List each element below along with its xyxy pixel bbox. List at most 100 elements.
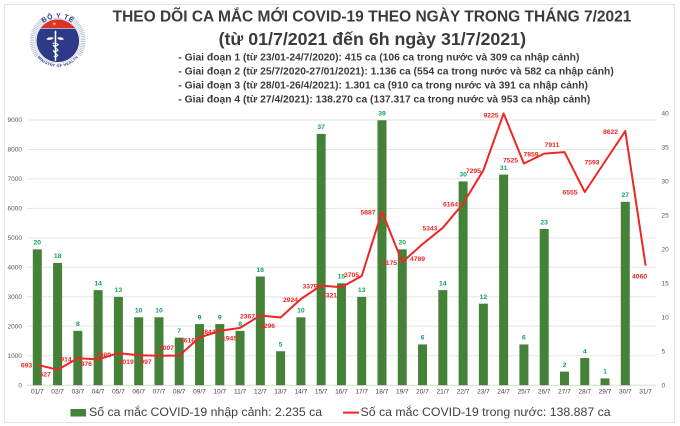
svg-text:12/7: 12/7 — [254, 389, 267, 396]
svg-text:- Giai đoạn 3 (từ 28/01-26/4/2: - Giai đoạn 3 (từ 28/01-26/4/2021): 1.30… — [178, 81, 588, 92]
svg-text:1: 1 — [603, 369, 607, 376]
svg-text:BỘ Y TẾ: BỘ Y TẾ — [41, 11, 77, 24]
svg-text:5887: 5887 — [360, 210, 375, 217]
svg-text:693: 693 — [21, 362, 33, 369]
svg-text:2000: 2000 — [8, 324, 23, 331]
svg-text:12: 12 — [480, 294, 488, 301]
svg-text:876: 876 — [81, 361, 93, 368]
svg-text:16/7: 16/7 — [335, 389, 348, 396]
svg-text:- Giai đoạn 2 (từ 25/7/2020-27: - Giai đoạn 2 (từ 25/7/2020-27/01/2021):… — [178, 67, 613, 78]
svg-text:10: 10 — [297, 308, 305, 315]
svg-text:4175: 4175 — [382, 260, 397, 267]
svg-text:08/7: 08/7 — [173, 389, 186, 396]
svg-text:7593: 7593 — [584, 159, 599, 166]
svg-text:1844: 1844 — [200, 329, 215, 336]
svg-text:1616: 1616 — [180, 337, 195, 344]
svg-text:8000: 8000 — [8, 147, 23, 154]
svg-text:3705: 3705 — [344, 272, 359, 279]
svg-text:06/7: 06/7 — [132, 389, 145, 396]
svg-text:30/7: 30/7 — [619, 389, 632, 396]
svg-text:7859: 7859 — [523, 152, 538, 159]
svg-text:29/7: 29/7 — [599, 389, 612, 396]
svg-text:10/7: 10/7 — [213, 389, 226, 396]
svg-text:15: 15 — [338, 274, 346, 281]
svg-text:35: 35 — [662, 145, 670, 152]
svg-text:- Giai đoạn 4 (từ 27/4/2021):: - Giai đoạn 4 (từ 27/4/2021): 138.270 ca… — [178, 94, 590, 105]
svg-text:4060: 4060 — [632, 273, 647, 280]
svg-text:9: 9 — [198, 314, 202, 321]
svg-text:8622: 8622 — [603, 129, 618, 136]
svg-text:10: 10 — [662, 315, 670, 322]
svg-text:7295: 7295 — [466, 168, 481, 175]
svg-text:1019: 1019 — [119, 359, 134, 366]
svg-text:THEO DÕI CA MẮC MỚI COVID-19 T: THEO DÕI CA MẮC MỚI COVID-19 THEO NGÀY T… — [113, 8, 632, 26]
svg-text:21/7: 21/7 — [436, 389, 449, 396]
svg-text:31: 31 — [500, 165, 508, 172]
svg-text:(từ 01/7/2021 đến 6h ngày 31/7: (từ 01/7/2021 đến 6h ngày 31/7/2021) — [219, 29, 526, 49]
svg-text:23: 23 — [540, 219, 548, 226]
svg-text:5343: 5343 — [422, 225, 437, 232]
svg-text:2924: 2924 — [283, 297, 298, 304]
svg-text:4000: 4000 — [8, 265, 23, 272]
svg-text:09/7: 09/7 — [193, 389, 206, 396]
svg-text:2296: 2296 — [260, 323, 275, 330]
svg-text:31/7: 31/7 — [639, 389, 652, 396]
svg-text:4: 4 — [583, 348, 587, 355]
svg-text:01/7: 01/7 — [31, 389, 44, 396]
svg-text:30: 30 — [459, 172, 467, 179]
svg-text:5000: 5000 — [8, 235, 23, 242]
svg-text:6: 6 — [421, 335, 425, 342]
svg-text:6555: 6555 — [562, 189, 577, 196]
svg-text:30: 30 — [662, 179, 670, 186]
svg-text:4789: 4789 — [410, 256, 425, 263]
svg-text:9225: 9225 — [483, 112, 498, 119]
svg-text:1000: 1000 — [8, 353, 23, 360]
svg-text:2: 2 — [563, 362, 567, 369]
svg-text:18: 18 — [54, 253, 62, 260]
svg-text:2367: 2367 — [240, 313, 255, 320]
svg-text:17/7: 17/7 — [355, 389, 368, 396]
svg-text:9: 9 — [218, 314, 222, 321]
svg-text:9000: 9000 — [8, 117, 23, 124]
svg-text:6164: 6164 — [443, 201, 458, 208]
svg-text:13: 13 — [358, 287, 366, 294]
svg-text:13: 13 — [115, 287, 123, 294]
svg-text:05/7: 05/7 — [112, 389, 125, 396]
svg-text:07/7: 07/7 — [153, 389, 166, 396]
svg-text:914: 914 — [60, 357, 72, 364]
svg-text:7: 7 — [177, 328, 181, 335]
svg-text:20: 20 — [399, 240, 407, 247]
svg-text:40: 40 — [662, 111, 670, 118]
svg-text:527: 527 — [40, 371, 52, 378]
svg-text:11/7: 11/7 — [234, 389, 247, 396]
svg-text:5: 5 — [662, 348, 666, 355]
svg-text:6: 6 — [522, 335, 526, 342]
svg-text:3379: 3379 — [302, 283, 317, 290]
svg-text:20: 20 — [34, 240, 42, 247]
svg-text:16: 16 — [257, 267, 265, 274]
svg-text:3321: 3321 — [322, 292, 337, 299]
svg-text:- Giai đoạn 1 (từ 23/01-24/7/2: - Giai đoạn 1 (từ 23/01-24/7/2020): 415 … — [178, 53, 579, 64]
svg-text:Số ca mắc COVID-19 trong nước:: Số ca mắc COVID-19 trong nước: 138.887 c… — [361, 404, 611, 419]
svg-text:13/7: 13/7 — [274, 389, 287, 396]
svg-text:8: 8 — [238, 321, 242, 328]
svg-text:Số ca mắc COVID-19 nhập cảnh:: Số ca mắc COVID-19 nhập cảnh: 2.235 ca — [89, 404, 322, 419]
svg-text:1945: 1945 — [222, 335, 237, 342]
svg-text:7525: 7525 — [503, 158, 518, 165]
svg-text:27/7: 27/7 — [558, 389, 571, 396]
svg-text:15/7: 15/7 — [315, 389, 328, 396]
svg-text:1007: 1007 — [159, 345, 174, 352]
svg-text:14: 14 — [94, 280, 102, 287]
svg-text:7911: 7911 — [545, 142, 560, 149]
svg-text:20: 20 — [662, 247, 670, 254]
svg-text:22/7: 22/7 — [457, 389, 470, 396]
svg-text:18/7: 18/7 — [376, 389, 389, 396]
svg-text:23/7: 23/7 — [477, 389, 490, 396]
svg-text:15: 15 — [662, 281, 670, 288]
svg-text:27: 27 — [622, 192, 630, 199]
svg-text:0: 0 — [18, 382, 22, 389]
svg-text:28/7: 28/7 — [578, 389, 591, 396]
svg-text:10: 10 — [155, 308, 163, 315]
svg-text:14/7: 14/7 — [295, 389, 308, 396]
svg-text:0: 0 — [662, 382, 666, 389]
